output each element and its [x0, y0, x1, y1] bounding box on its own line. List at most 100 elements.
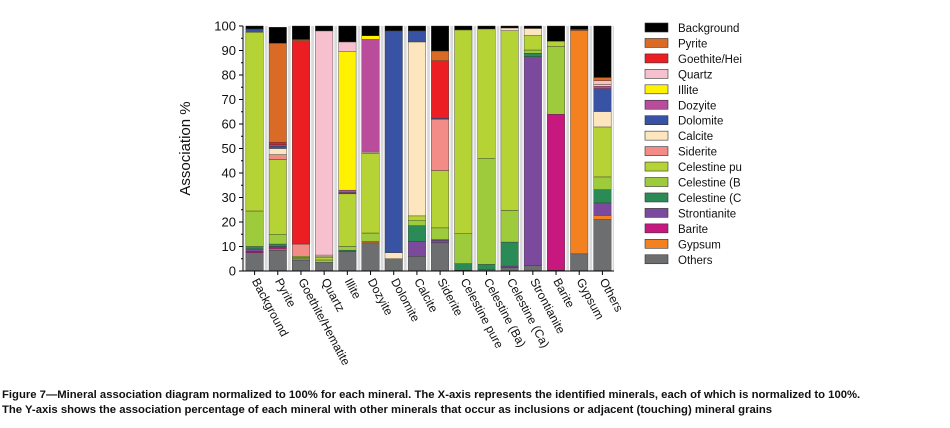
bar-segment-celestine-ba- — [593, 176, 612, 190]
bar-segment-celestine-ba- — [431, 227, 450, 240]
bar-segment-celestine-ca- — [523, 52, 542, 57]
bar-segment-pyrite — [268, 42, 287, 143]
bar-segment-celestine-pure — [407, 215, 426, 221]
bar-segment-celestine-ca- — [407, 225, 426, 242]
y-tick-label: 90 — [222, 43, 236, 58]
y-tick-label: 0 — [229, 264, 236, 279]
bar-segment-gypsum — [593, 215, 612, 220]
y-tick-label: 100 — [214, 19, 236, 34]
legend-swatch — [644, 146, 669, 156]
bar-segment-celestine-ba- — [407, 220, 426, 226]
bar-segment-quartz — [593, 80, 612, 85]
legend-label: Celestine (C — [678, 193, 741, 205]
bar-segment-others — [500, 267, 519, 272]
bar-segment-celestine-pure — [431, 170, 450, 229]
bar-segment-background — [593, 25, 612, 78]
legend-label: Siderite — [678, 147, 717, 159]
bar-segment-celestine-pure — [477, 28, 496, 159]
bar-segment-others — [292, 259, 310, 272]
bar-segment-illite — [593, 84, 612, 87]
bar-segment-calcite — [523, 28, 542, 36]
legend-label: Goethite/Hei — [678, 54, 742, 66]
legend-label: Background — [678, 23, 739, 35]
bar-segment-others — [361, 242, 380, 272]
y-tick-label: 60 — [222, 117, 236, 132]
bar-segment-celestine-ba- — [315, 259, 334, 263]
legend-swatch — [644, 192, 669, 203]
bar-segment-strontianite — [523, 56, 542, 266]
bar-segment-strontianite — [431, 239, 450, 244]
legend-label: Gypsum — [678, 239, 721, 251]
bar-segment-background — [407, 25, 426, 32]
x-tick-label: Illite — [342, 276, 365, 302]
bar-segment-strontianite — [593, 202, 612, 216]
bar-segment-background — [268, 27, 287, 44]
bar-segment-others — [407, 256, 426, 272]
legend-label: Dozyite — [678, 100, 716, 112]
bar-segment-celestine-pure — [547, 40, 565, 47]
legend-label: Strontianite — [678, 208, 736, 220]
y-tick-label: 20 — [222, 215, 236, 230]
bar-segment-others — [338, 251, 357, 272]
y-tick-label: 50 — [222, 141, 236, 156]
legend-label: Dolomite — [678, 116, 723, 128]
bar-segment-celestine-ba- — [268, 234, 287, 245]
bar-segment-background — [292, 25, 310, 40]
bar-segment-celestine-ba- — [361, 232, 380, 242]
bar-segment-celestine-pure — [245, 31, 264, 212]
y-tick-label: 40 — [222, 166, 236, 181]
bar-segment-others — [245, 252, 264, 272]
bar-segment-background — [431, 25, 450, 52]
bar-segment-dozyite — [361, 39, 380, 153]
bar-segment-celestine-ba- — [245, 210, 264, 247]
legend-swatch — [644, 239, 669, 249]
bar-segment-dolomite — [407, 30, 426, 43]
bar-segment-celestine-ca- — [477, 264, 496, 270]
bar-segment-celestine-pure — [500, 30, 519, 211]
caption-line-2: The Y-axis shows the association percent… — [2, 404, 773, 416]
legend-swatch — [644, 22, 669, 33]
bar-segment-celestine-pure — [454, 29, 473, 234]
bar-segment-celestine-pure — [315, 257, 334, 261]
bar-segment-others — [570, 253, 589, 272]
bar-segment-calcite — [407, 41, 426, 217]
bar-segment-strontianite — [407, 241, 426, 257]
bar-segment-others — [593, 219, 612, 272]
bar-segment-siderite — [431, 118, 450, 171]
caption-line-1: Figure 7—Mineral association diagram nor… — [2, 389, 861, 401]
y-tick-label: 30 — [222, 190, 236, 205]
bar-segment-dozyite — [593, 86, 612, 89]
legend-swatch — [644, 115, 669, 125]
bar-segment-calcite — [268, 148, 287, 155]
legend-swatch — [644, 208, 669, 218]
bar-segment-dolomite — [384, 30, 403, 253]
bar-segment-background — [338, 25, 357, 43]
bar-segment-dolomite — [245, 29, 264, 33]
stacked-bar-chart: BackgroundPyriteGoethite/HematiteQuartzI… — [177, 19, 742, 369]
bar-segment-celestine-ba- — [547, 46, 565, 115]
bar-segment-siderite — [292, 243, 310, 257]
bar-segment-celestine-ca- — [268, 243, 287, 247]
bar-segment-others — [384, 258, 403, 272]
bar-segment-illite — [338, 51, 357, 191]
y-tick-label: 70 — [222, 92, 236, 107]
legend-label: Illite — [678, 85, 698, 97]
bar-segment-others — [523, 265, 542, 272]
bar-segment-background — [523, 25, 542, 29]
legend-swatch — [644, 161, 669, 172]
y-axis-label: Association % — [177, 101, 194, 195]
bar-segment-goethite-hematite — [292, 40, 310, 245]
bar-segment-dozyite — [338, 189, 357, 193]
bar-segment-background — [477, 25, 496, 30]
bar-segment-siderite — [268, 154, 287, 160]
bar-segment-celestine-pure — [268, 159, 287, 235]
legend-label: Quartz — [678, 69, 713, 81]
bar-segment-pyrite — [593, 77, 612, 81]
legend-label: Others — [678, 255, 713, 267]
bar-segment-quartz — [338, 41, 357, 52]
bar-segment-background — [245, 25, 264, 30]
bar-segment-strontianite — [500, 265, 519, 268]
bar-segment-barite — [547, 113, 565, 271]
bar-segment-dolomite — [593, 88, 612, 112]
legend-label: Barite — [678, 224, 708, 236]
